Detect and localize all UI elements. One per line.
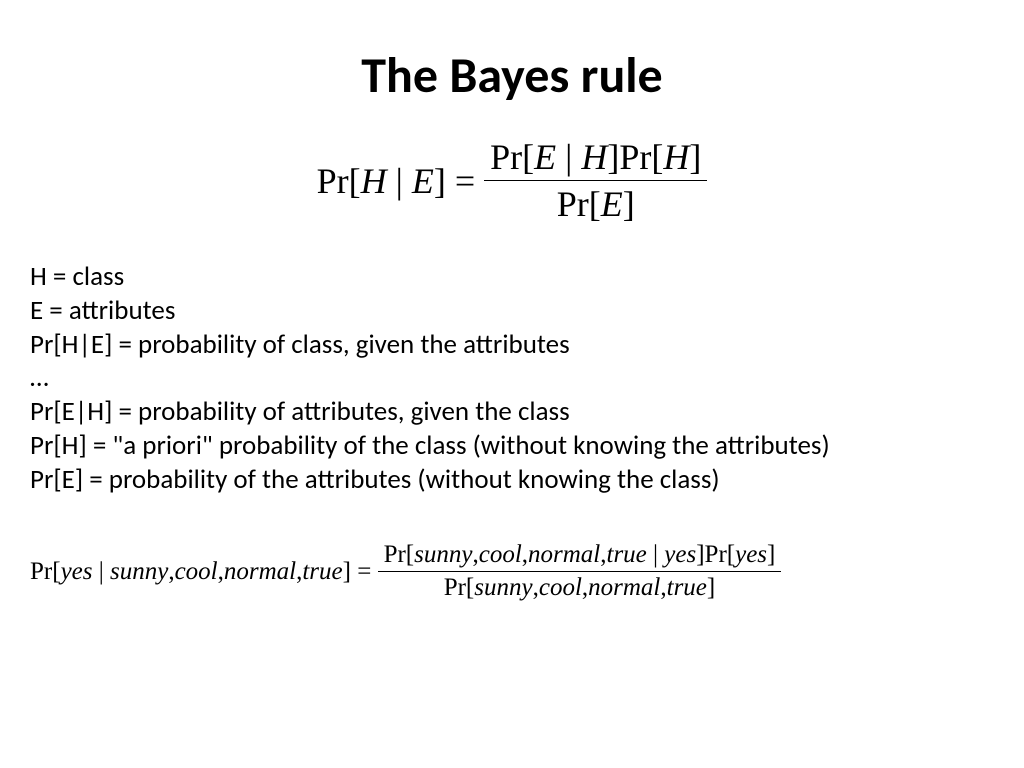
slide: The Bayes rule Pr[H | E] = Pr[E | H]Pr[H…: [0, 0, 1024, 768]
definitions: H = class E = attributes Pr[H|E] = proba…: [30, 260, 994, 496]
var-sunny: sunny: [110, 558, 168, 585]
bar: |: [92, 558, 110, 585]
pr-close: ]: [707, 574, 715, 601]
pr-open: Pr[: [490, 137, 534, 177]
bar: |: [647, 541, 665, 568]
var-e: E: [601, 184, 623, 224]
pr-close: ]: [623, 184, 635, 224]
bar: |: [556, 137, 581, 177]
equals: =: [351, 558, 371, 585]
pr-open: Pr[: [384, 541, 415, 568]
pr-open: Pr[: [317, 161, 361, 201]
var-normal: normal: [588, 574, 660, 601]
var-cool: cool: [175, 558, 218, 585]
var-true: true: [302, 558, 342, 585]
equals: =: [446, 161, 475, 201]
def-pr-e-h: Pr[E|H] = probability of attributes, giv…: [30, 395, 994, 429]
var-h: H: [663, 137, 689, 177]
pr-open: Pr[: [444, 574, 475, 601]
var-normal: normal: [528, 541, 600, 568]
pr-close: ]: [343, 558, 351, 585]
pr-close: ]: [767, 541, 775, 568]
var-h: H: [361, 161, 387, 201]
example-lhs: Pr[yes | sunny,cool,normal,true] =: [30, 558, 371, 586]
def-pr-e: Pr[E] = probability of the attributes (w…: [30, 463, 994, 497]
var-normal: normal: [224, 558, 296, 585]
pr-close: ]: [696, 541, 704, 568]
var-yes: yes: [735, 541, 767, 568]
pr-open: Pr[: [30, 558, 61, 585]
def-ellipsis: …: [30, 361, 994, 395]
var-yes: yes: [664, 541, 696, 568]
var-cool: cool: [539, 574, 582, 601]
var-e: E: [412, 161, 434, 201]
formula-fraction: Pr[E | H]Pr[H] Pr[E]: [484, 136, 707, 225]
def-pr-h: Pr[H] = "a priori" probability of the cl…: [30, 429, 994, 463]
var-e: E: [534, 137, 556, 177]
var-yes: yes: [61, 558, 93, 585]
fraction-denominator: Pr[sunny,cool,normal,true]: [378, 572, 782, 602]
def-e: E = attributes: [30, 294, 994, 328]
slide-title: The Bayes rule: [30, 45, 994, 106]
example-formula: Pr[yes | sunny,cool,normal,true] = Pr[su…: [30, 541, 994, 602]
fraction-numerator: Pr[sunny,cool,normal,true | yes]Pr[yes]: [378, 541, 782, 572]
example-fraction: Pr[sunny,cool,normal,true | yes]Pr[yes] …: [378, 541, 782, 602]
formula-lhs: Pr[H | E] =: [317, 160, 476, 202]
var-true: true: [607, 541, 647, 568]
pr-close: ]: [689, 137, 701, 177]
pr-close: ]: [607, 137, 619, 177]
var-cool: cool: [479, 541, 522, 568]
var-true: true: [667, 574, 707, 601]
pr-open: Pr[: [705, 541, 736, 568]
bar: |: [387, 161, 412, 201]
pr-open: Pr[: [557, 184, 601, 224]
var-sunny: sunny: [474, 574, 532, 601]
bayes-formula: Pr[H | E] = Pr[E | H]Pr[H] Pr[E]: [30, 136, 994, 225]
fraction-denominator: Pr[E]: [484, 181, 707, 225]
def-h: H = class: [30, 260, 994, 294]
def-pr-h-e: Pr[H|E] = probability of class, given th…: [30, 328, 994, 362]
var-sunny: sunny: [414, 541, 472, 568]
pr-close: ]: [434, 161, 446, 201]
fraction-numerator: Pr[E | H]Pr[H]: [484, 136, 707, 181]
pr-open: Pr[: [619, 137, 663, 177]
var-h: H: [581, 137, 607, 177]
